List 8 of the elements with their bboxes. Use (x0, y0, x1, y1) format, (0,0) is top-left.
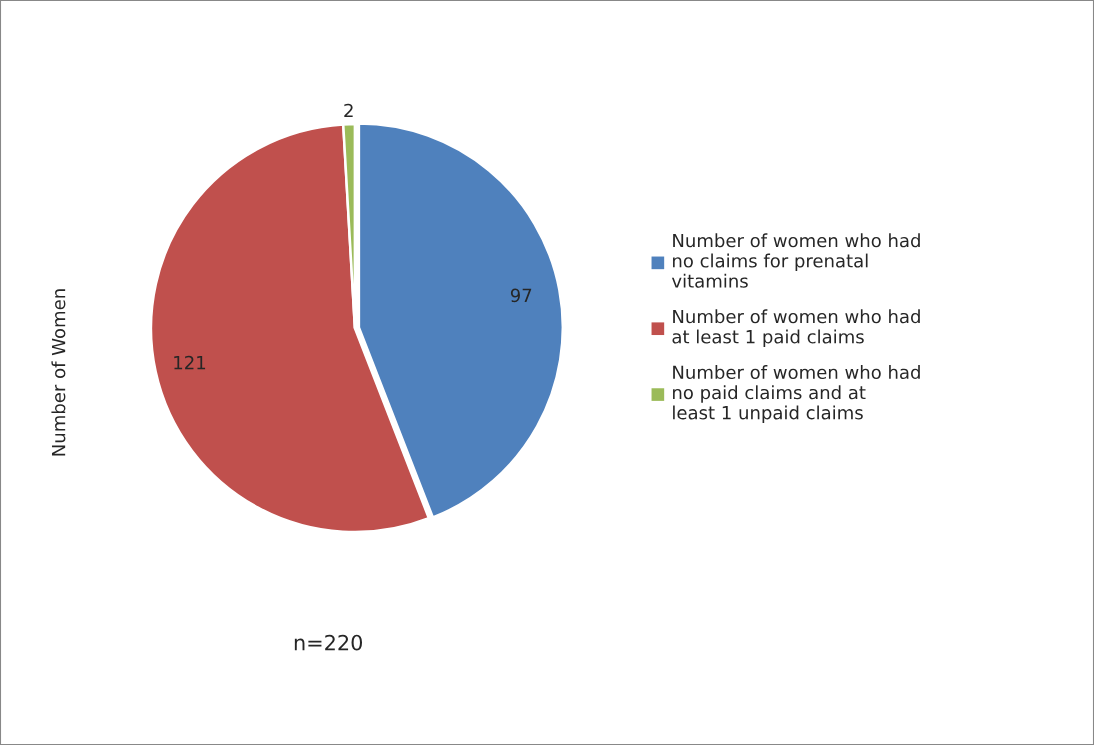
data-label: 97 (510, 288, 532, 303)
data-label: 2 (344, 103, 353, 118)
legend-label: Number of women who had no claims for prenatal vitamins (671, 233, 920, 288)
text: Number of Women (51, 289, 66, 456)
legend-label: Number of women who had at least 1 paid claims (672, 309, 920, 348)
text: n=220 (294, 634, 363, 651)
legend-label: Number of women who had no paid claims and at least 1 unpaid claims (673, 365, 920, 423)
data-label: 121 (174, 355, 206, 370)
